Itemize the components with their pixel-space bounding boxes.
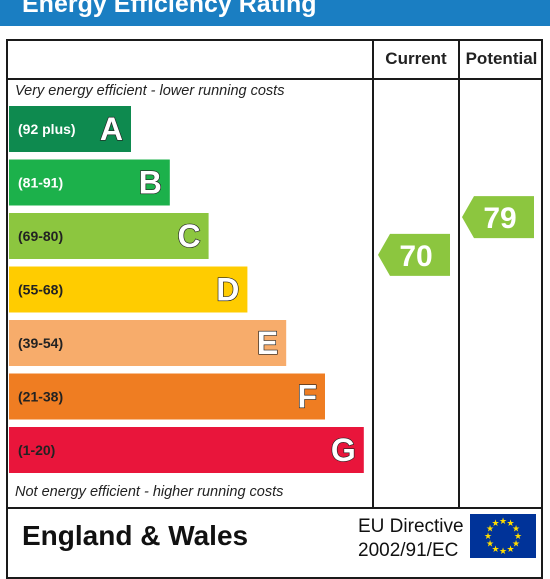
- bottom-note: Not energy efficient - higher running co…: [15, 484, 284, 500]
- band-e-letter: E: [257, 325, 278, 361]
- flag-star: ★: [491, 519, 499, 529]
- band-f-letter: F: [297, 379, 317, 415]
- band-d-bar: [9, 266, 248, 313]
- footer-directive: EU Directive 2002/91/EC: [358, 515, 464, 563]
- band-a-letter: A: [100, 111, 123, 147]
- rating-chart: (92 plus) A (81-91) B (69-80) C (55-68) D (39-54…: [9, 106, 534, 473]
- flag-star: ★: [506, 519, 514, 529]
- title-bar: Energy Efficiency Rating: [0, 0, 550, 26]
- flag-star: ★: [512, 540, 520, 550]
- band-d-letter: D: [216, 272, 239, 308]
- band-g-range: (1-20): [18, 442, 55, 458]
- current-column-header: Current: [385, 49, 447, 68]
- flag-star: ★: [514, 532, 522, 542]
- band-f-bar: [9, 373, 325, 420]
- flag-star: ★: [512, 525, 520, 535]
- band-c-range: (69-80): [18, 228, 63, 244]
- chart-title: Energy Efficiency Rating: [22, 0, 317, 18]
- band-a-bar: [9, 106, 131, 152]
- header-divider: [6, 78, 543, 80]
- flag-star: ★: [499, 547, 507, 557]
- band-f-range: (21-38): [18, 389, 63, 405]
- footer-divider: [6, 507, 543, 509]
- flag-star: ★: [486, 525, 494, 535]
- band-e-range: (39-54): [18, 335, 63, 351]
- band-g-bar: [9, 427, 364, 473]
- flag-star: ★: [486, 540, 494, 550]
- flag-star: ★: [499, 517, 507, 527]
- potential-column-header: Potential: [465, 49, 538, 68]
- band-b-bar: [9, 159, 170, 206]
- directive-line-2: 2002/91/EC: [358, 540, 459, 561]
- current-column-divider: [372, 39, 374, 509]
- band-b-letter: B: [139, 165, 162, 201]
- potential-column-divider: [458, 39, 460, 509]
- band-e-bar: [9, 320, 287, 366]
- band-c-letter: C: [177, 218, 200, 254]
- band-d-range: (55-68): [18, 282, 63, 298]
- band-c-bar: [9, 213, 209, 259]
- current-rating-value: 70: [399, 240, 432, 273]
- current-rating-arrow: [378, 233, 450, 276]
- potential-rating-value: 79: [483, 202, 516, 235]
- top-note: Very energy efficient - lower running co…: [15, 83, 285, 99]
- eu-flag-icon: ★ ★ ★ ★ ★ ★ ★ ★ ★ ★ ★ ★: [470, 514, 536, 558]
- band-b-range: (81-91): [18, 175, 63, 191]
- footer-region: England & Wales: [22, 520, 249, 551]
- potential-rating-arrow: [462, 196, 534, 239]
- band-a-range: (92 plus): [18, 121, 76, 137]
- flag-star: ★: [484, 532, 492, 542]
- band-g-letter: G: [331, 432, 356, 468]
- directive-line-1: EU Directive: [358, 516, 464, 537]
